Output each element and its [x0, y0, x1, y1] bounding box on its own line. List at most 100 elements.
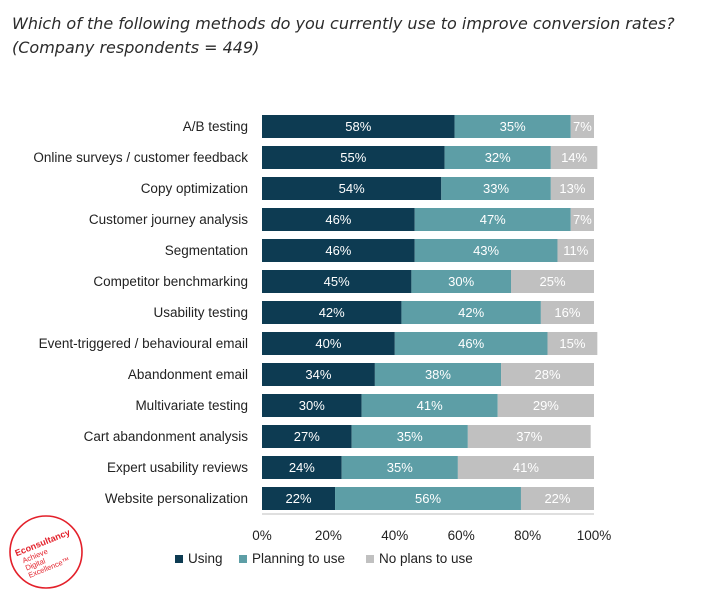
data-label-using-expert-usability-reviews: 24%	[289, 460, 315, 475]
category-label-expert-usability-reviews: Expert usability reviews	[107, 460, 248, 475]
legend-swatch-planning	[239, 554, 247, 563]
bar-planning-to-use-multivariate-testing	[361, 394, 498, 417]
bar-planning-to-use-abandonment-email	[374, 363, 502, 386]
bar-using-website-personalization	[262, 487, 336, 510]
bar-planning-to-use-cart-abandonment-analysis	[351, 425, 468, 448]
bar-no-plans-to-use-customer-journey-analysis	[570, 208, 594, 231]
bar-no-plans-to-use-expert-usability-reviews	[457, 456, 594, 479]
data-label-planning-to-use-expert-usability-reviews: 35%	[387, 460, 413, 475]
chart-legend: Using Planning to use No plans to use	[0, 551, 710, 571]
data-label-planning-to-use-abandonment-email: 38%	[425, 367, 451, 382]
bar-no-plans-to-use-event-triggered-behavioural-email	[547, 332, 598, 355]
bar-no-plans-to-use-segmentation	[557, 239, 594, 262]
data-label-no-plans-to-use-usability-testing: 16%	[554, 305, 580, 320]
data-label-planning-to-use-a-b-testing: 35%	[500, 119, 526, 134]
data-label-planning-to-use-website-personalization: 56%	[415, 491, 441, 506]
category-label-event-triggered-behavioural-email: Event-triggered / behavioural email	[39, 336, 248, 351]
bar-planning-to-use-copy-optimization	[441, 177, 551, 200]
legend-item-no-plans: No plans to use	[366, 551, 473, 566]
data-label-no-plans-to-use-customer-journey-analysis: 7%	[573, 212, 592, 227]
category-label-cart-abandonment-analysis: Cart abandonment analysis	[84, 429, 249, 444]
x-tick-label-4: 80%	[514, 528, 541, 543]
data-label-planning-to-use-online-surveys-customer-feedback: 32%	[485, 150, 511, 165]
data-label-using-competitor-benchmarking: 45%	[324, 274, 350, 289]
bar-planning-to-use-online-surveys-customer-feedback	[444, 146, 551, 169]
bar-no-plans-to-use-competitor-benchmarking	[511, 270, 594, 293]
data-label-no-plans-to-use-multivariate-testing: 29%	[533, 398, 559, 413]
data-label-using-cart-abandonment-analysis: 27%	[294, 429, 320, 444]
econsultancy-logo: Econsultancy Achieve Digital Excellence™	[9, 515, 83, 589]
category-label-a-b-testing: A/B testing	[183, 119, 248, 134]
data-label-using-usability-testing: 42%	[319, 305, 345, 320]
data-label-using-copy-optimization: 54%	[339, 181, 365, 196]
bar-planning-to-use-expert-usability-reviews	[341, 456, 458, 479]
data-label-using-segmentation: 46%	[325, 243, 351, 258]
x-tick-label-3: 60%	[448, 528, 475, 543]
data-label-planning-to-use-segmentation: 43%	[473, 243, 499, 258]
bar-no-plans-to-use-copy-optimization	[550, 177, 594, 200]
bar-using-cart-abandonment-analysis	[262, 425, 352, 448]
data-label-no-plans-to-use-online-surveys-customer-feedback: 14%	[561, 150, 587, 165]
bar-using-expert-usability-reviews	[262, 456, 342, 479]
legend-swatch-no-plans	[366, 554, 374, 563]
data-label-using-a-b-testing: 58%	[345, 119, 371, 134]
bar-using-online-surveys-customer-feedback	[262, 146, 445, 169]
bar-no-plans-to-use-abandonment-email	[501, 363, 594, 386]
category-label-abandonment-email: Abandonment email	[128, 367, 248, 382]
bar-planning-to-use-competitor-benchmarking	[411, 270, 511, 293]
bar-using-competitor-benchmarking	[262, 270, 412, 293]
category-label-segmentation: Segmentation	[165, 243, 248, 258]
title-question: Which of the following methods do you cu…	[12, 14, 675, 33]
bar-planning-to-use-website-personalization	[335, 487, 521, 510]
legend-label-using: Using	[188, 551, 223, 566]
bar-using-copy-optimization	[262, 177, 442, 200]
data-label-no-plans-to-use-expert-usability-reviews: 41%	[513, 460, 539, 475]
title-respondents: (Company respondents = 449)	[12, 38, 260, 57]
data-label-planning-to-use-multivariate-testing: 41%	[417, 398, 443, 413]
data-label-no-plans-to-use-event-triggered-behavioural-email: 15%	[559, 336, 585, 351]
bar-no-plans-to-use-usability-testing	[540, 301, 594, 324]
data-label-planning-to-use-copy-optimization: 33%	[483, 181, 509, 196]
bar-using-segmentation	[262, 239, 415, 262]
legend-item-planning: Planning to use	[239, 551, 345, 566]
legend-item-using: Using	[175, 551, 223, 566]
bar-no-plans-to-use-website-personalization	[520, 487, 594, 510]
data-label-no-plans-to-use-cart-abandonment-analysis: 37%	[516, 429, 542, 444]
legend-label-no-plans: No plans to use	[379, 551, 473, 566]
category-label-website-personalization: Website personalization	[105, 491, 248, 506]
data-label-using-event-triggered-behavioural-email: 40%	[315, 336, 341, 351]
bar-planning-to-use-event-triggered-behavioural-email	[394, 332, 548, 355]
bar-using-usability-testing	[262, 301, 402, 324]
bar-planning-to-use-a-b-testing	[454, 115, 571, 138]
data-label-using-website-personalization: 22%	[286, 491, 312, 506]
data-label-planning-to-use-usability-testing: 42%	[458, 305, 484, 320]
category-label-competitor-benchmarking: Competitor benchmarking	[93, 274, 248, 289]
bar-using-multivariate-testing	[262, 394, 362, 417]
bar-planning-to-use-segmentation	[414, 239, 558, 262]
data-label-using-online-surveys-customer-feedback: 55%	[340, 150, 366, 165]
data-label-no-plans-to-use-a-b-testing: 7%	[573, 119, 592, 134]
x-tick-label-1: 20%	[315, 528, 342, 543]
bar-planning-to-use-usability-testing	[401, 301, 541, 324]
data-label-planning-to-use-competitor-benchmarking: 30%	[448, 274, 474, 289]
category-label-copy-optimization: Copy optimization	[141, 181, 248, 196]
data-label-planning-to-use-event-triggered-behavioural-email: 46%	[458, 336, 484, 351]
x-tick-label-0: 0%	[252, 528, 272, 543]
x-tick-label-2: 40%	[381, 528, 408, 543]
bar-using-customer-journey-analysis	[262, 208, 415, 231]
data-label-no-plans-to-use-copy-optimization: 13%	[559, 181, 585, 196]
data-label-using-abandonment-email: 34%	[305, 367, 331, 382]
data-label-using-customer-journey-analysis: 46%	[325, 212, 351, 227]
bar-no-plans-to-use-online-surveys-customer-feedback	[550, 146, 598, 169]
data-label-using-multivariate-testing: 30%	[299, 398, 325, 413]
logo-ring	[9, 515, 83, 589]
legend-label-planning: Planning to use	[252, 551, 346, 566]
data-label-no-plans-to-use-segmentation: 11%	[563, 243, 588, 258]
data-label-no-plans-to-use-competitor-benchmarking: 25%	[539, 274, 565, 289]
data-label-planning-to-use-customer-journey-analysis: 47%	[480, 212, 506, 227]
data-label-planning-to-use-cart-abandonment-analysis: 35%	[397, 429, 423, 444]
data-label-no-plans-to-use-abandonment-email: 28%	[535, 367, 561, 382]
data-label-no-plans-to-use-website-personalization: 22%	[544, 491, 570, 506]
bar-no-plans-to-use-cart-abandonment-analysis	[467, 425, 591, 448]
